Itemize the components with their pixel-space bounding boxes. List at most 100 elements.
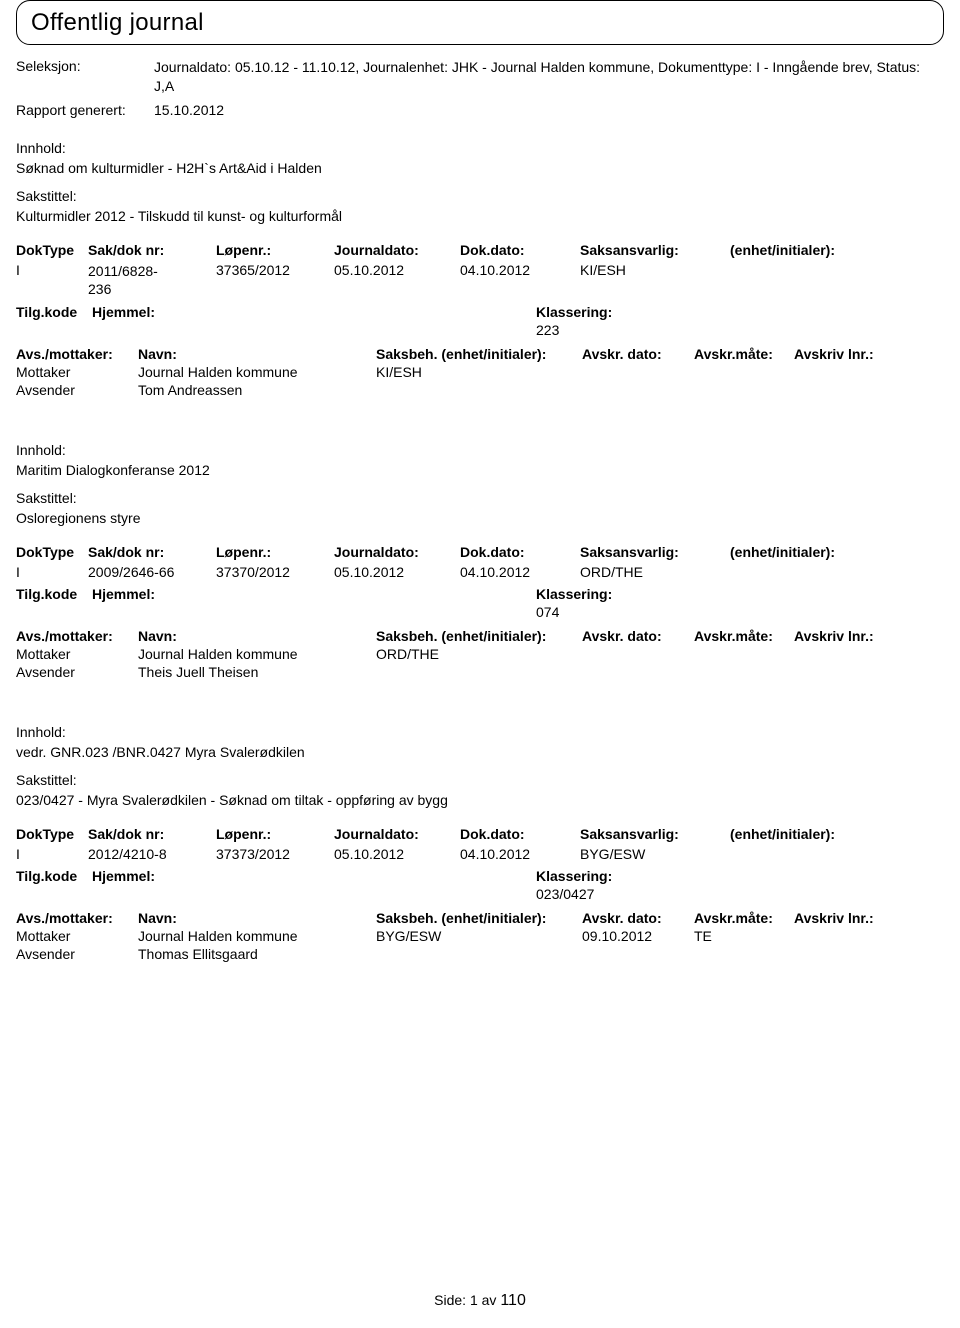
- h-tilgkode: Tilg.kode: [16, 868, 92, 884]
- hjemmel-header-row: Tilg.kode Hjemmel: Klassering:: [16, 868, 944, 884]
- h-lopenr: Løpenr.:: [216, 826, 334, 842]
- v-avskrdato: [582, 364, 694, 380]
- dt-value-row: I 2011/6828-236 37365/2012 05.10.2012 04…: [16, 262, 944, 298]
- rapport-label: Rapport generert:: [16, 102, 154, 118]
- v-avsender-navn: Thomas Ellitsgaard: [138, 946, 376, 962]
- h-navn: Navn:: [138, 628, 376, 644]
- v-saksansvarlig: KI/ESH: [580, 262, 730, 298]
- v-doktype: I: [16, 262, 88, 298]
- h-saksbeh: Saksbeh. (enhet/initialer):: [376, 628, 582, 644]
- h-journaldato: Journaldato:: [334, 242, 460, 258]
- h-journaldato: Journaldato:: [334, 544, 460, 560]
- h-doktype: DokType: [16, 826, 88, 842]
- page-footer: Side: 1 av 110: [0, 1292, 960, 1310]
- h-lopenr: Løpenr.:: [216, 544, 334, 560]
- v-lopenr: 37365/2012: [216, 262, 334, 298]
- h-avsmottaker: Avs./mottaker:: [16, 628, 138, 644]
- page-num: 1: [470, 1292, 478, 1308]
- v-journaldato: 05.10.2012: [334, 846, 460, 862]
- l-avsender: Avsender: [16, 664, 138, 680]
- sakstittel-label: Sakstittel:: [16, 490, 944, 506]
- l-mottaker: Mottaker: [16, 928, 138, 944]
- v-saksansvarlig: BYG/ESW: [580, 846, 730, 862]
- v-saknr: 2012/4210-8: [88, 846, 216, 862]
- v-avskrdato: [582, 646, 694, 662]
- v-lopenr: 37373/2012: [216, 846, 334, 862]
- h-saknr: Sak/dok nr:: [88, 242, 216, 258]
- h-saknr: Sak/dok nr:: [88, 544, 216, 560]
- dt-header-row: DokType Sak/dok nr: Løpenr.: Journaldato…: [16, 826, 944, 842]
- journal-entry: Innhold: Søknad om kulturmidler - H2H`s …: [16, 140, 944, 398]
- h-klassering: Klassering:: [536, 868, 944, 884]
- h-saksbeh: Saksbeh. (enhet/initialer):: [376, 346, 582, 362]
- h-navn: Navn:: [138, 910, 376, 926]
- v-doktype: I: [16, 846, 88, 862]
- h-enhet: (enhet/initialer):: [730, 544, 944, 560]
- v-saksbeh: KI/ESH: [376, 364, 582, 380]
- innhold-text: Søknad om kulturmidler - H2H`s Art&Aid i…: [16, 160, 944, 176]
- v-dokdato: 04.10.2012: [460, 262, 580, 298]
- mottaker-header-row: Avs./mottaker: Navn: Saksbeh. (enhet/ini…: [16, 910, 944, 926]
- h-avskrivlnr: Avskriv lnr.:: [794, 910, 944, 926]
- h-dokdato: Dok.dato:: [460, 544, 580, 560]
- h-avskrivlnr: Avskriv lnr.:: [794, 346, 944, 362]
- v-avskrmate: TE: [694, 928, 794, 944]
- h-avskrdato: Avskr. dato:: [582, 910, 694, 926]
- v-klassering: 023/0427: [536, 886, 944, 902]
- v-lopenr: 37370/2012: [216, 564, 334, 580]
- v-mottaker-navn: Journal Halden kommune: [138, 646, 376, 662]
- h-avsmottaker: Avs./mottaker:: [16, 910, 138, 926]
- v-dokdato: 04.10.2012: [460, 564, 580, 580]
- hjemmel-header-row: Tilg.kode Hjemmel: Klassering:: [16, 304, 944, 320]
- mottaker-header-row: Avs./mottaker: Navn: Saksbeh. (enhet/ini…: [16, 628, 944, 644]
- klassering-value-row: 223: [16, 322, 944, 338]
- h-avskrmate: Avskr.måte:: [694, 628, 794, 644]
- side-label: Side:: [434, 1292, 466, 1308]
- h-journaldato: Journaldato:: [334, 826, 460, 842]
- h-saksbeh: Saksbeh. (enhet/initialer):: [376, 910, 582, 926]
- h-tilgkode: Tilg.kode: [16, 304, 92, 320]
- sakstittel-text: 023/0427 - Myra Svalerødkilen - Søknad o…: [16, 792, 944, 808]
- v-enhet: [730, 262, 944, 298]
- mottaker-row: Mottaker Journal Halden kommune KI/ESH: [16, 364, 944, 380]
- sakstittel-text: Osloregionens styre: [16, 510, 944, 526]
- dt-value-row: I 2009/2646-66 37370/2012 05.10.2012 04.…: [16, 564, 944, 580]
- mottaker-row: Mottaker Journal Halden kommune BYG/ESW …: [16, 928, 944, 944]
- h-klassering: Klassering:: [536, 304, 944, 320]
- v-enhet: [730, 564, 944, 580]
- v-avskrdato: 09.10.2012: [582, 928, 694, 944]
- v-avsender-navn: Theis Juell Theisen: [138, 664, 376, 680]
- h-hjemmel: Hjemmel:: [92, 868, 536, 884]
- mottaker-row: Mottaker Journal Halden kommune ORD/THE: [16, 646, 944, 662]
- v-journaldato: 05.10.2012: [334, 262, 460, 298]
- klassering-value-row: 074: [16, 604, 944, 620]
- v-avskrivlnr: [794, 928, 944, 944]
- rapport-value: 15.10.2012: [154, 102, 944, 118]
- v-saksbeh: BYG/ESW: [376, 928, 582, 944]
- h-saksansvarlig: Saksansvarlig:: [580, 544, 730, 560]
- sakstittel-label: Sakstittel:: [16, 188, 944, 204]
- av-label: av: [482, 1292, 497, 1308]
- v-saknr: 2011/6828-236: [88, 262, 216, 298]
- avsender-row: Avsender Tom Andreassen: [16, 382, 944, 398]
- dt-header-row: DokType Sak/dok nr: Løpenr.: Journaldato…: [16, 544, 944, 560]
- v-saksansvarlig: ORD/THE: [580, 564, 730, 580]
- h-doktype: DokType: [16, 544, 88, 560]
- title-frame: Offentlig journal: [16, 0, 944, 45]
- sakstittel-text: Kulturmidler 2012 - Tilskudd til kunst- …: [16, 208, 944, 224]
- h-avskrmate: Avskr.måte:: [694, 910, 794, 926]
- entries-container: Innhold: Søknad om kulturmidler - H2H`s …: [16, 140, 944, 1006]
- h-navn: Navn:: [138, 346, 376, 362]
- l-avsender: Avsender: [16, 946, 138, 962]
- avsender-row: Avsender Theis Juell Theisen: [16, 664, 944, 680]
- sakstittel-label: Sakstittel:: [16, 772, 944, 788]
- h-enhet: (enhet/initialer):: [730, 242, 944, 258]
- h-lopenr: Løpenr.:: [216, 242, 334, 258]
- klassering-value-row: 023/0427: [16, 886, 944, 902]
- innhold-label: Innhold:: [16, 442, 944, 458]
- v-avskrivlnr: [794, 364, 944, 380]
- h-saksansvarlig: Saksansvarlig:: [580, 242, 730, 258]
- h-avskrivlnr: Avskriv lnr.:: [794, 628, 944, 644]
- v-doktype: I: [16, 564, 88, 580]
- v-mottaker-navn: Journal Halden kommune: [138, 364, 376, 380]
